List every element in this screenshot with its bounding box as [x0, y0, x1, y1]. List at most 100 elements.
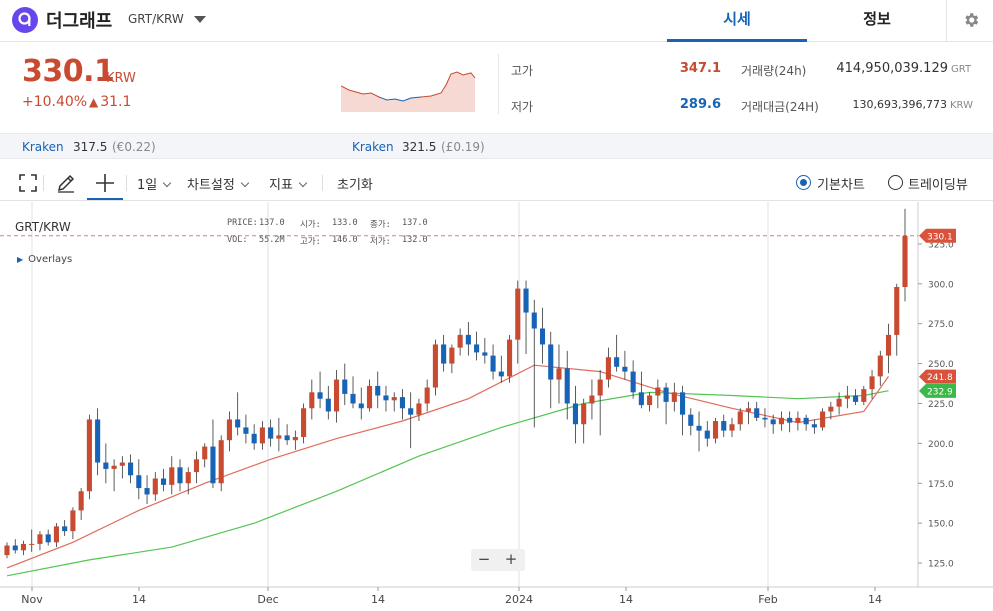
candle [128, 462, 134, 476]
candle [449, 347, 455, 364]
candle [581, 403, 587, 425]
chevron-down-icon[interactable] [194, 16, 206, 23]
crosshair-button[interactable] [87, 165, 123, 200]
candle [572, 403, 579, 425]
x-tick-label: Feb [758, 593, 777, 606]
x-tick-label: 2024 [505, 593, 533, 606]
candle [268, 427, 274, 439]
candle [284, 435, 290, 441]
settings-button[interactable] [946, 0, 993, 42]
candle [836, 398, 842, 407]
overlays-toggle[interactable]: Overlays [17, 254, 72, 265]
candle [259, 427, 265, 444]
candle [861, 389, 867, 402]
candle [539, 328, 546, 345]
ohlc-vol-value: 55.2M [259, 235, 285, 245]
indicators-dropdown[interactable]: 지표 [269, 174, 308, 193]
chart-settings-dropdown[interactable]: 차트설정 [187, 174, 250, 193]
candle [309, 392, 315, 409]
y-tick-label: 200.0 [928, 440, 954, 450]
candle [12, 545, 18, 551]
divider [43, 175, 44, 191]
candle [795, 417, 801, 423]
candle [622, 366, 628, 372]
candle [292, 437, 298, 441]
candle [902, 235, 908, 287]
candle [408, 408, 414, 415]
candle [235, 419, 241, 428]
candle [729, 424, 735, 431]
candle [358, 403, 364, 409]
candle [399, 397, 406, 409]
x-tick-label: 14 [868, 593, 882, 606]
trading-view-radio[interactable] [888, 175, 903, 190]
chart-toolbar: 1일 차트설정 지표 초기화 기본차트 트레이딩뷰 [0, 165, 993, 201]
pencil-icon[interactable] [54, 171, 78, 195]
tab-info[interactable]: 정보 [863, 10, 891, 28]
ma-short-label: 241.8 [927, 373, 953, 383]
candle [877, 355, 883, 377]
candle [556, 368, 562, 380]
exchange-price: 321.5 [402, 140, 437, 154]
zoom-out-button[interactable]: − [477, 550, 491, 568]
ma-long-label: 232.9 [927, 387, 953, 397]
candle [564, 368, 570, 404]
exchange-name[interactable]: Kraken [22, 140, 64, 154]
candle [342, 379, 348, 394]
trading-view-label[interactable]: 트레이딩뷰 [908, 178, 968, 193]
zoom-controls: − + [471, 549, 525, 571]
ohlc-high-label: 고가: [300, 237, 321, 247]
price-unit: KRW [106, 71, 136, 86]
reset-button[interactable]: 초기화 [337, 178, 373, 193]
candle [193, 459, 200, 473]
candle [704, 430, 710, 439]
y-tick-label: 275.0 [928, 320, 954, 330]
candle [20, 543, 27, 551]
candle [251, 433, 257, 444]
ohlc-low-value: 132.0 [402, 235, 428, 245]
candle [597, 379, 603, 396]
candle [111, 465, 117, 469]
indicators-label: 지표 [269, 178, 293, 193]
ohlc-price-label: PRICE: [227, 218, 258, 228]
ohlc-price-value: 137.0 [259, 218, 285, 228]
y-tick-label: 225.0 [928, 400, 954, 410]
x-tick-label: Dec [257, 593, 278, 606]
candle [325, 398, 331, 412]
y-tick-label: 175.0 [928, 480, 954, 490]
candle [737, 411, 743, 425]
chevron-down-icon [298, 178, 308, 188]
candle [366, 385, 373, 409]
candle [820, 411, 826, 428]
x-tick-label: Nov [21, 593, 43, 606]
pair-label: GRT/KRW [128, 12, 184, 26]
x-tick-label: 14 [132, 593, 146, 606]
exchange-converted: (€0.22) [112, 140, 156, 154]
zoom-in-button[interactable]: + [504, 550, 518, 568]
volume-unit: GRT [951, 64, 972, 75]
candle [589, 395, 595, 404]
candle [457, 334, 463, 348]
fullscreen-icon[interactable] [16, 171, 40, 195]
change-percent: +10.40% [22, 94, 88, 110]
candle [688, 414, 694, 426]
interval-dropdown[interactable]: 1일 [137, 174, 172, 193]
candle [778, 417, 784, 425]
candle [811, 424, 817, 428]
tab-quote[interactable]: 시세 [667, 0, 807, 42]
exchange-name[interactable]: Kraken [352, 140, 394, 154]
candle [531, 312, 537, 329]
candlestick-chart[interactable]: 125.0 150.0 175.0 200.0 225.0 250.0 275.0 300.0… [0, 202, 993, 611]
basic-chart-radio[interactable] [796, 175, 811, 190]
candle [474, 344, 480, 353]
price-chart[interactable]: 125.0 150.0 175.0 200.0 225.0 250.0 275.0 300.0… [0, 202, 993, 611]
ma-long-tag [919, 383, 956, 398]
x-tick-label: 14 [619, 593, 633, 606]
candle [885, 334, 892, 356]
exchange-price: 317.5 [73, 140, 108, 154]
candle [754, 408, 760, 418]
divider [126, 175, 127, 191]
candle [647, 395, 653, 406]
candle [745, 408, 752, 412]
basic-chart-label[interactable]: 기본차트 [817, 178, 865, 193]
